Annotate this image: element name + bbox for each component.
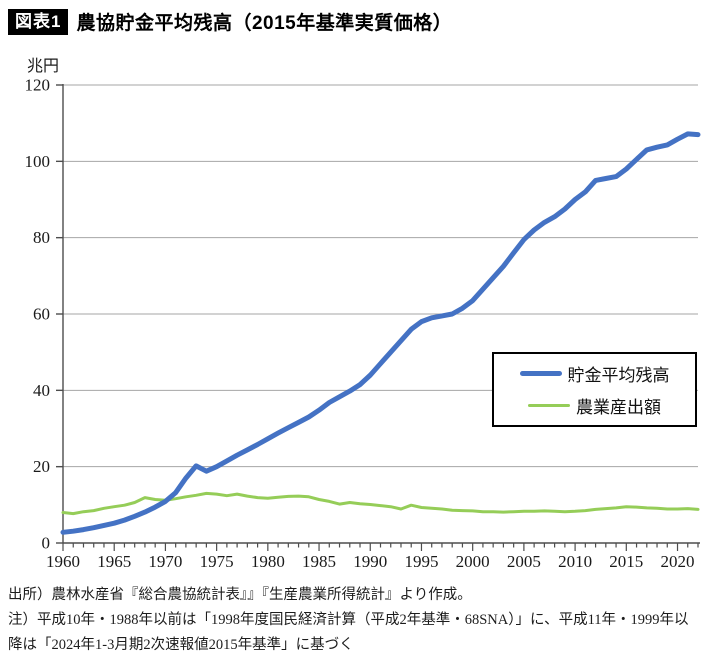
svg-text:1965: 1965 (97, 552, 131, 571)
method-note-line2: 降は「2024年1-3月期2次速報値2015年基準」に基づく (8, 637, 354, 653)
svg-text:1995: 1995 (404, 552, 438, 571)
svg-text:120: 120 (25, 76, 51, 95)
svg-text:1980: 1980 (251, 552, 285, 571)
svg-text:2020: 2020 (661, 552, 695, 571)
method-note-line1: 注）平成10年・1988年以前は「1998年度国民経済計算（平成2年基準・68S… (8, 612, 689, 628)
svg-text:2015: 2015 (609, 552, 643, 571)
chart-header: 図表1 農協貯金平均残高（2015年基準実質価格） (8, 8, 452, 35)
svg-text:2005: 2005 (507, 552, 541, 571)
svg-text:1970: 1970 (148, 552, 182, 571)
legend-item-agri-output: 農業産出額 (494, 393, 695, 418)
svg-text:20: 20 (33, 457, 50, 476)
deposit-line-swatch-icon (519, 371, 562, 376)
figure-number-badge: 図表1 (8, 8, 69, 35)
svg-text:1960: 1960 (46, 552, 80, 571)
svg-text:0: 0 (42, 534, 51, 553)
svg-text:100: 100 (25, 152, 51, 171)
chart-legend: 貯金平均残高 農業産出額 (492, 352, 697, 427)
source-note: 出所）農林水産省『総合農協統計表』』『生産農業所得統計』より作成。 (8, 587, 472, 603)
legend-item-deposits: 貯金平均残高 (494, 361, 695, 386)
svg-text:2010: 2010 (558, 552, 592, 571)
agri-output-line-swatch-icon (528, 404, 570, 407)
svg-text:40: 40 (33, 381, 50, 400)
svg-text:1975: 1975 (200, 552, 234, 571)
svg-text:60: 60 (33, 305, 50, 324)
svg-text:2000: 2000 (456, 552, 490, 571)
page-title: 農協貯金平均残高（2015年基準実質価格） (76, 13, 453, 34)
legend-label-agri-output: 農業産出額 (576, 398, 661, 417)
svg-text:1985: 1985 (302, 552, 336, 571)
y-axis-unit-label: 兆円 (27, 58, 60, 75)
svg-text:1990: 1990 (353, 552, 387, 571)
svg-text:80: 80 (33, 228, 50, 247)
legend-label-deposits: 貯金平均残高 (567, 366, 670, 385)
footnotes: 出所）農林水産省『総合農協統計表』』『生産農業所得統計』より作成。 注）平成10… (8, 583, 708, 658)
